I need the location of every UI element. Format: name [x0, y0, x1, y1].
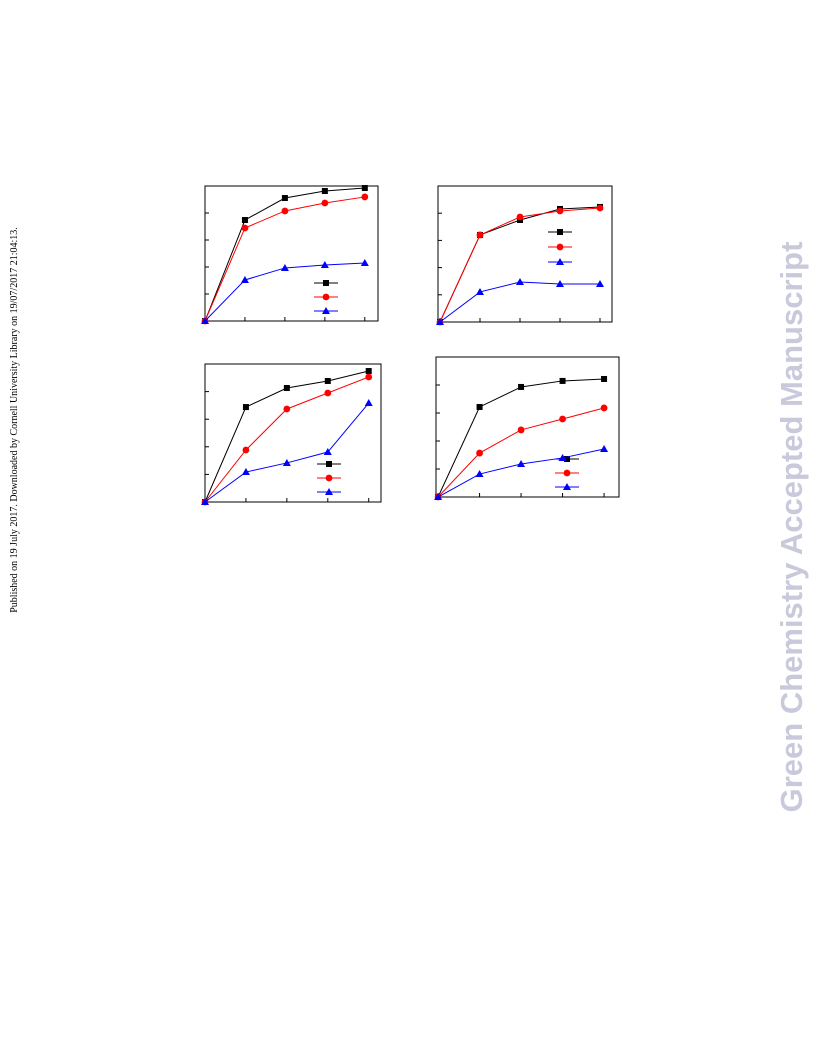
series-line: [439, 207, 601, 323]
marker-square: [361, 185, 368, 192]
series-line: [204, 402, 370, 503]
marker-triangle: [556, 280, 564, 288]
marker-circle: [281, 207, 289, 215]
marker-triangle: [476, 287, 484, 295]
marker-square: [518, 383, 525, 390]
series-line: [439, 206, 601, 323]
chart: [201, 363, 382, 506]
marker-triangle: [201, 498, 209, 505]
marker-circle: [559, 415, 566, 423]
marker-circle: [322, 293, 330, 301]
marker-circle: [241, 224, 249, 232]
plot-frame: [204, 363, 382, 503]
series-line: [437, 378, 605, 498]
marker-square: [324, 377, 331, 384]
marker-triangle: [364, 399, 373, 407]
series-line: [204, 262, 365, 322]
watermark: Green Chemistry Accepted Manuscript: [774, 242, 809, 813]
series-line: [439, 281, 600, 323]
marker-triangle: [325, 488, 333, 495]
marker-circle: [242, 446, 250, 454]
marker-circle: [324, 389, 332, 397]
marker-triangle: [556, 258, 564, 265]
plot-frame: [204, 185, 379, 322]
marker-triangle: [201, 317, 209, 324]
series-line: [204, 196, 365, 322]
marker-square: [559, 377, 566, 384]
marker-triangle: [280, 263, 289, 271]
chart: [201, 185, 379, 325]
marker-square: [281, 195, 288, 202]
marker-circle: [365, 373, 373, 381]
marker-square: [476, 403, 483, 410]
marker-circle: [556, 207, 564, 215]
marker-square: [564, 456, 570, 462]
marker-square: [326, 461, 332, 467]
marker-triangle: [320, 260, 329, 268]
marker-triangle: [436, 318, 444, 325]
marker-triangle: [360, 258, 369, 266]
marker-circle: [596, 204, 604, 212]
marker-circle: [600, 404, 608, 412]
marker-square: [323, 280, 329, 286]
marker-square: [242, 404, 249, 411]
plot-frame: [435, 356, 620, 498]
marker-square: [283, 385, 290, 392]
marker-triangle: [322, 307, 330, 314]
chart: [434, 356, 620, 501]
chart: [436, 185, 613, 326]
marker-circle: [476, 449, 483, 457]
marker-triangle: [282, 458, 291, 466]
marker-triangle: [323, 448, 332, 456]
marker-triangle: [475, 470, 484, 478]
marker-triangle: [241, 468, 250, 476]
download-note: Published on 19 July 2017. Downloaded by…: [9, 227, 20, 613]
series-line: [437, 448, 605, 498]
marker-triangle: [596, 280, 604, 288]
marker-square: [241, 217, 248, 224]
marker-square: [321, 187, 328, 194]
marker-triangle: [558, 453, 567, 461]
marker-circle: [517, 426, 525, 434]
marker-triangle: [517, 459, 526, 467]
marker-triangle: [600, 444, 609, 452]
marker-circle: [361, 193, 369, 201]
marker-circle: [283, 405, 291, 413]
marker-circle: [563, 469, 571, 477]
marker-circle: [325, 474, 333, 482]
marker-circle: [556, 243, 564, 251]
marker-circle: [516, 213, 524, 221]
marker-triangle: [434, 493, 443, 500]
marker-square: [601, 375, 608, 382]
marker-circle: [476, 231, 484, 239]
marker-triangle: [516, 278, 524, 286]
series-line: [204, 376, 369, 503]
marker-triangle: [240, 275, 249, 283]
marker-triangle: [563, 483, 571, 490]
marker-square: [365, 368, 372, 375]
plot-frame: [437, 185, 613, 323]
marker-square: [557, 229, 563, 235]
marker-circle: [321, 199, 329, 207]
